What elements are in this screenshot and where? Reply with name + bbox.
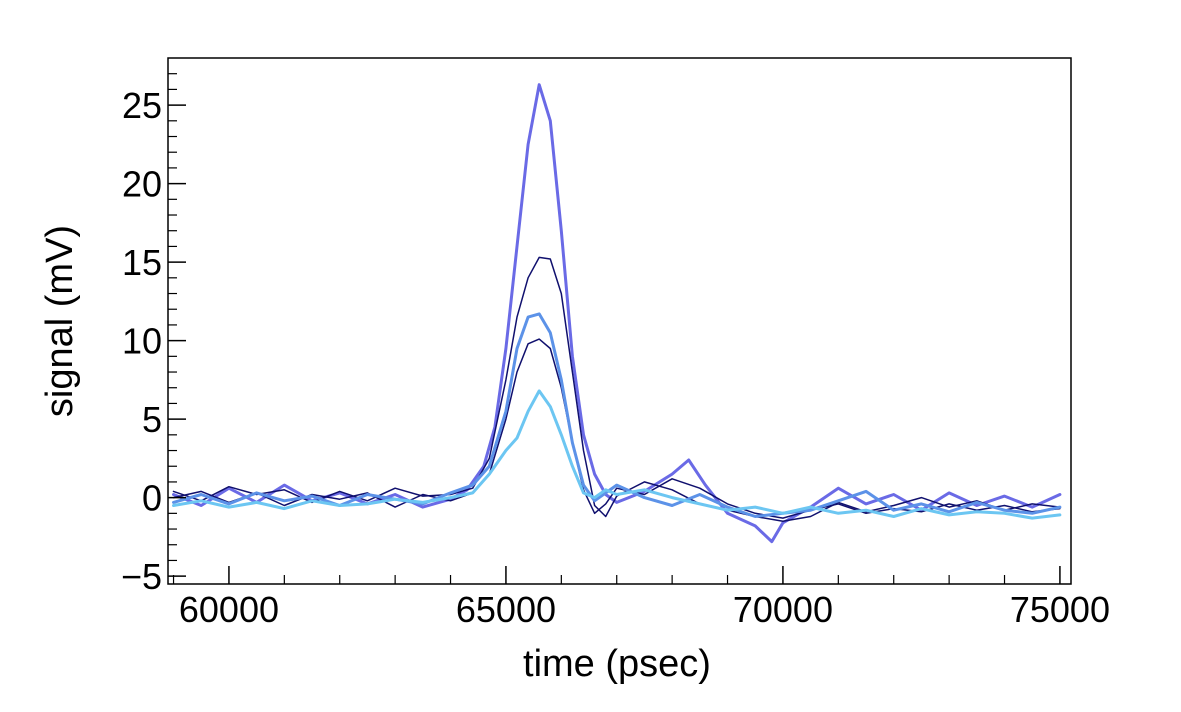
x-tick-label: 60000	[179, 589, 279, 630]
y-tick-label: 5	[142, 399, 162, 440]
x-axis-title: time (psec)	[523, 643, 711, 685]
series-layer	[172, 83, 1062, 544]
series-line-4	[172, 312, 1062, 518]
tick-layer	[168, 73, 1061, 584]
label-layer: 60000 65000 70000 75000 −5 0 5 10 15 20 25	[121, 85, 1110, 630]
x-tick-label: 70000	[733, 589, 833, 630]
x-tick-label: 65000	[456, 589, 556, 630]
series-line-1	[172, 83, 1062, 544]
y-tick-label: 15	[122, 242, 162, 283]
y-tick-label: 0	[142, 478, 162, 519]
y-axis-title: signal (mV)	[39, 225, 81, 417]
series-line-2	[172, 256, 1061, 522]
x-tick-label: 75000	[1010, 589, 1110, 630]
y-tick-label: 20	[122, 164, 162, 205]
y-tick-label: 25	[122, 85, 162, 126]
series-line-3	[172, 338, 1061, 519]
series-line-5	[172, 389, 1062, 520]
y-tick-label: 10	[122, 321, 162, 362]
y-tick-label: −5	[121, 556, 162, 597]
plot-frame	[167, 57, 1072, 585]
